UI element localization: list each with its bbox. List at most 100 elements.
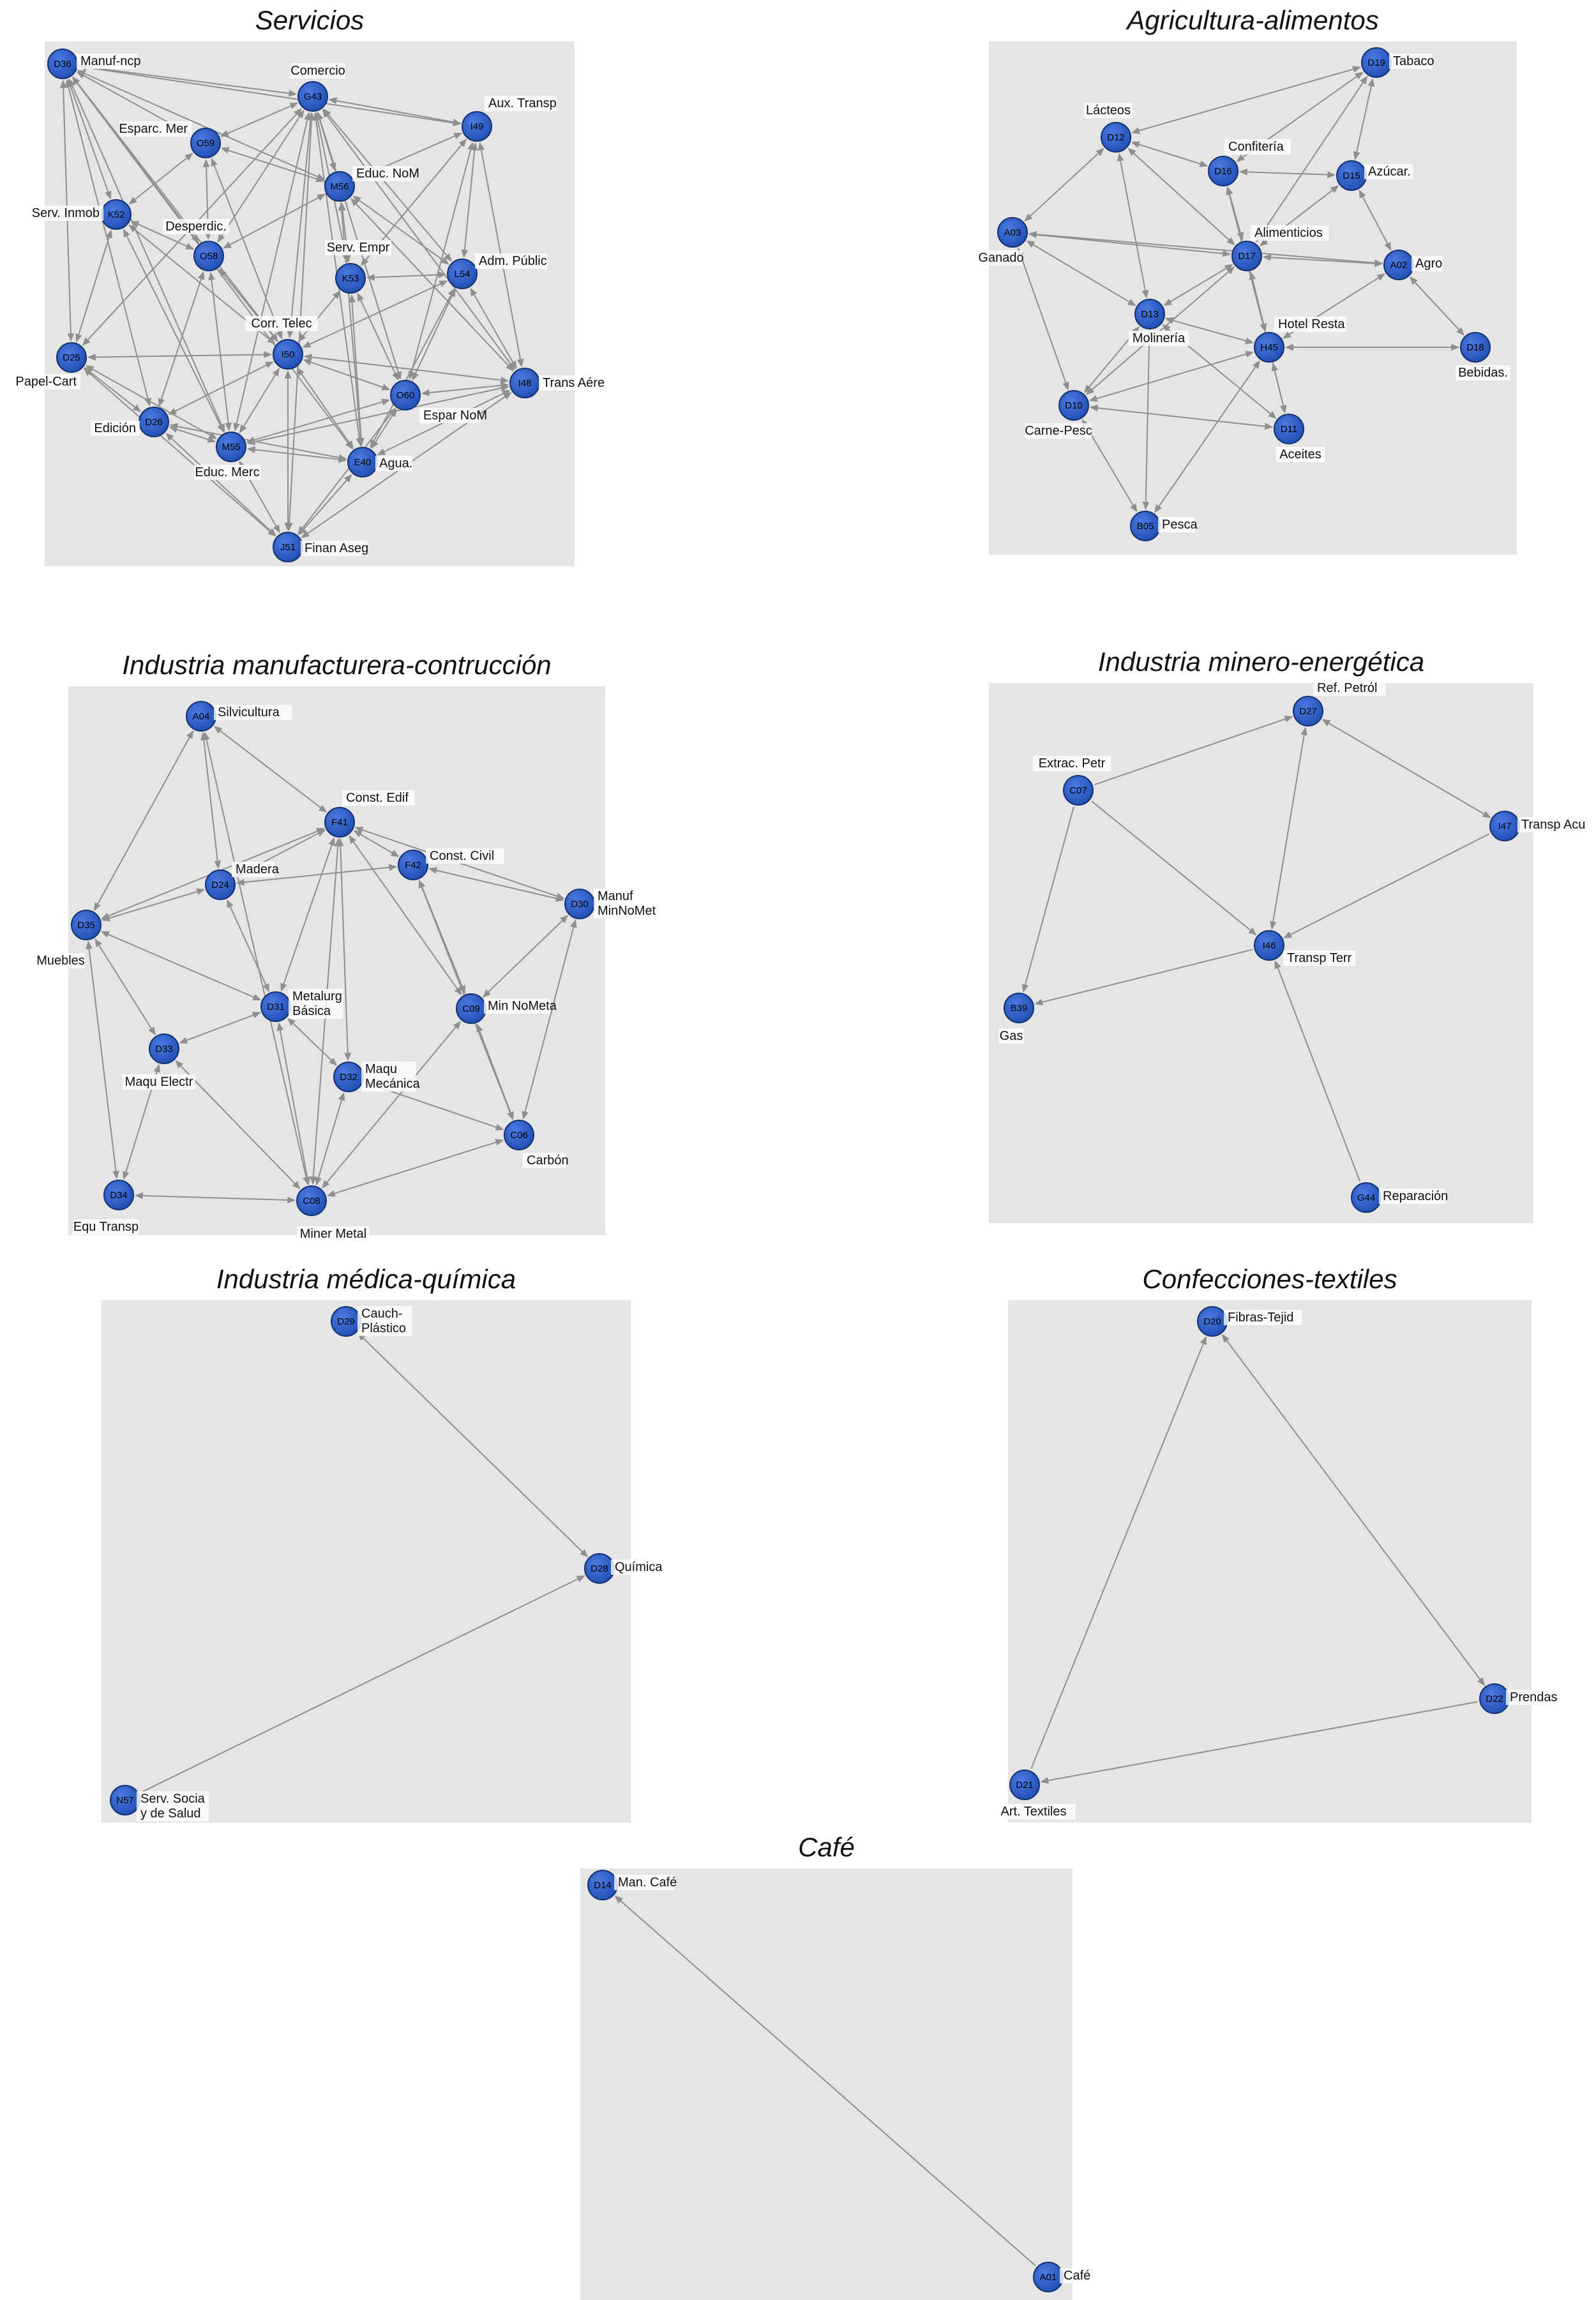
- node-id-label: I48: [518, 378, 532, 389]
- node-id-label: N57: [116, 1795, 134, 1806]
- graph-node: J51: [273, 532, 303, 562]
- node-label-background: [232, 862, 275, 877]
- labels-layer: Silvicultura Const. Edif Const. Civil Mader…: [36, 705, 656, 1242]
- graph-node: D19: [1361, 47, 1392, 78]
- node-label-background: [31, 206, 103, 221]
- node-label: Química: [615, 1560, 663, 1574]
- node-id-label: I47: [1498, 821, 1512, 832]
- node-id-label: D19: [1367, 57, 1385, 68]
- graph-edge: [298, 474, 352, 536]
- node-label: Trans Aére: [543, 376, 605, 390]
- node-id-label: D11: [1281, 424, 1297, 435]
- node-label-background: [137, 1791, 209, 1821]
- node-circle: [297, 81, 328, 112]
- graph-edge: [128, 153, 193, 205]
- node-circle: [56, 342, 87, 373]
- edges-layer: [1021, 716, 1491, 1182]
- node-label-background: [1517, 817, 1584, 832]
- graph-node: D30: [564, 889, 595, 919]
- graph-node: F42: [398, 850, 428, 880]
- node-id-label: C07: [1069, 785, 1087, 796]
- node-label-background: [361, 1062, 416, 1092]
- graph-edge: [1040, 1701, 1478, 1784]
- panel-background: [580, 1868, 1073, 2300]
- node-circle: [324, 807, 355, 838]
- node-id-label: B05: [1137, 521, 1154, 532]
- node-label: Carbón: [527, 1154, 569, 1168]
- panel-title-servicios: Servicios: [255, 5, 365, 35]
- graph-edge: [87, 351, 273, 361]
- node-id-label: D33: [155, 1044, 173, 1055]
- node-label: Agro: [1415, 257, 1442, 271]
- node-circle: [324, 171, 355, 202]
- graph-edge: [1221, 1334, 1486, 1687]
- node-label-background: [91, 421, 140, 436]
- node-circle: [390, 380, 421, 410]
- node-label-background: [1158, 517, 1195, 532]
- node-id-label: D30: [571, 899, 589, 910]
- graph-node: I46: [1254, 930, 1284, 961]
- graph-edge: [75, 229, 112, 343]
- graph-node: D25: [56, 342, 87, 373]
- node-label-background: [1412, 256, 1443, 271]
- graph-edge: [366, 271, 447, 281]
- node-label: Ref. Petról: [1317, 681, 1377, 695]
- node-circle: [462, 111, 492, 142]
- node-label: Agua.: [379, 456, 412, 470]
- node-id-label: D28: [591, 1563, 608, 1574]
- node-label: Educ. Merc: [195, 465, 259, 479]
- node-label-background: [614, 1875, 675, 1890]
- graph-node: D11: [1274, 414, 1304, 444]
- node-label-background: [325, 240, 391, 255]
- graph-node: G43: [297, 81, 328, 112]
- node-label-background: [358, 1306, 412, 1336]
- graph-node: L54: [447, 259, 478, 289]
- node-id-label: D12: [1107, 132, 1125, 143]
- graph-node: D34: [103, 1180, 134, 1210]
- node-label: Equ Transp: [73, 1220, 139, 1234]
- node-id-label: D14: [594, 1880, 612, 1891]
- node-circle: [1004, 993, 1034, 1023]
- node-label: Hotel Resta: [1278, 317, 1345, 331]
- graph-edge: [1021, 806, 1074, 993]
- graph-edge: [1017, 247, 1069, 391]
- node-id-label: D21: [1016, 1780, 1034, 1791]
- node-label: Pesca: [1162, 518, 1198, 532]
- node-label-background: [979, 250, 1023, 266]
- node-circle: [1231, 241, 1262, 271]
- node-label: Ganado: [978, 251, 1023, 265]
- graph-node: D24: [205, 869, 236, 900]
- graph-node: D16: [1208, 156, 1238, 186]
- node-id-label: A01: [1040, 2272, 1057, 2283]
- node-label: Miner Metal: [300, 1227, 366, 1241]
- graph-node: D27: [1293, 696, 1323, 726]
- node-label: Extrac. Petr: [1039, 756, 1106, 770]
- nodes-layer: D19 D12 D16 D15 A03 D17 A02 D13 H45 D18 D10 D11 B05: [997, 47, 1491, 541]
- graph-edge: [134, 1192, 296, 1204]
- node-id-label: D15: [1343, 170, 1360, 181]
- node-label-background: [14, 374, 80, 389]
- node-label: Const. Civil: [430, 849, 494, 863]
- graph-node: D18: [1460, 332, 1491, 363]
- node-circle: [205, 869, 236, 900]
- node-label: Papel-Cart: [15, 375, 77, 389]
- node-label-background: [1274, 317, 1347, 332]
- graph-edge: [1034, 949, 1253, 1006]
- nodes-layer: D27 C07 I47 I46 B39 G44: [1004, 696, 1520, 1213]
- node-circle: [335, 263, 366, 294]
- nodes-layer: D36 G43 I49 O59 M56 K52 O58 K53 L54 I50 D25 I48 O60 D…: [47, 49, 540, 562]
- graph-node: D15: [1336, 160, 1367, 191]
- graph-node: O58: [193, 241, 224, 271]
- node-id-label: D27: [1299, 706, 1317, 717]
- graph-edge: [1283, 833, 1490, 938]
- node-id-label: D25: [63, 352, 80, 363]
- graph-edge: [1091, 800, 1257, 936]
- graph-node: D26: [139, 407, 169, 437]
- nodes-layer: A04 F41 F42 D24 D30 D35 D31 C09 D33 D32 C06 D34 C08: [71, 701, 595, 1216]
- node-circle: [1460, 332, 1491, 363]
- node-id-label: I46: [1263, 940, 1276, 951]
- panel-title-minero: Industria minero-energética: [1097, 647, 1425, 677]
- panel-background: [102, 1300, 631, 1823]
- edges-layer: [140, 1332, 589, 1794]
- graph-node: M55: [216, 432, 246, 462]
